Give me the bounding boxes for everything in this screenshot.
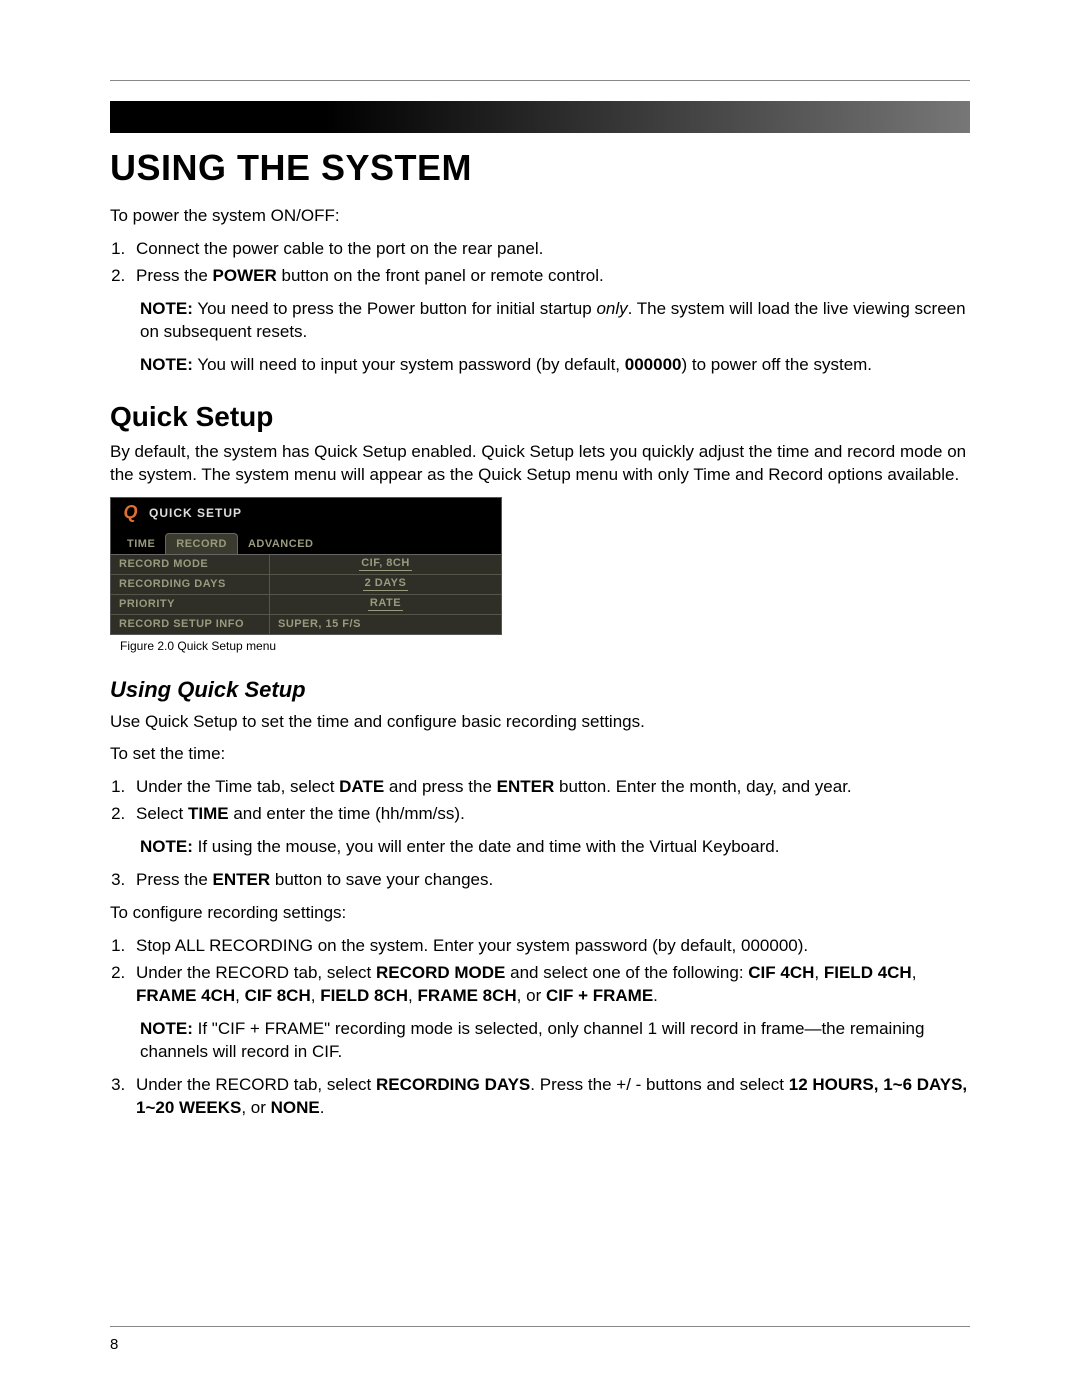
- time-steps-list: Under the Time tab, select DATE and pres…: [130, 776, 970, 826]
- top-divider: [110, 80, 970, 81]
- note-block: NOTE: You need to press the Power button…: [140, 298, 970, 344]
- tab-record[interactable]: RECORD: [165, 533, 238, 554]
- document-page: USING THE SYSTEM To power the system ON/…: [0, 0, 1080, 1397]
- config-steps-list-cont: Under the RECORD tab, select RECORDING D…: [130, 1074, 970, 1120]
- row-value: SUPER, 15 F/S: [276, 618, 363, 630]
- bottom-divider: [110, 1326, 970, 1327]
- row-value[interactable]: CIF, 8CH: [359, 557, 412, 570]
- list-item: Under the RECORD tab, select RECORD MODE…: [130, 962, 970, 1008]
- title-bar: [110, 101, 970, 133]
- quick-setup-heading: Quick Setup: [110, 401, 970, 433]
- row-value[interactable]: 2 DAYS: [363, 577, 409, 590]
- figure-caption: Figure 2.0 Quick Setup menu: [120, 639, 970, 653]
- row-record-setup-info: RECORD SETUP INFO SUPER, 15 F/S: [111, 615, 501, 634]
- list-item: Press the POWER button on the front pane…: [130, 265, 970, 288]
- quick-setup-body: RECORD MODE CIF, 8CH RECORDING DAYS 2 DA…: [111, 555, 501, 634]
- note-label: NOTE:: [140, 1019, 193, 1038]
- row-label: PRIORITY: [111, 598, 269, 610]
- row-recording-days: RECORDING DAYS 2 DAYS: [111, 575, 501, 595]
- to-configure: To configure recording settings:: [110, 902, 970, 925]
- quick-setup-menu: Q QUICK SETUP TIME RECORD ADVANCED RECOR…: [110, 497, 502, 635]
- page-number: 8: [110, 1336, 118, 1353]
- list-item: Select TIME and enter the time (hh/mm/ss…: [130, 803, 970, 826]
- row-label: RECORD SETUP INFO: [111, 618, 269, 630]
- note-block: NOTE: You will need to input your system…: [140, 354, 970, 377]
- note-block: NOTE: If "CIF + FRAME" recording mode is…: [140, 1018, 970, 1064]
- note-text: If using the mouse, you will enter the d…: [198, 837, 780, 856]
- power-steps-list: Connect the power cable to the port on t…: [130, 238, 970, 288]
- list-item: Connect the power cable to the port on t…: [130, 238, 970, 261]
- quick-setup-tabs: TIME RECORD ADVANCED: [111, 528, 501, 555]
- row-label: RECORDING DAYS: [111, 578, 269, 590]
- list-item: Press the ENTER button to save your chan…: [130, 869, 970, 892]
- note-block: NOTE: If using the mouse, you will enter…: [140, 836, 970, 859]
- list-item: Under the RECORD tab, select RECORDING D…: [130, 1074, 970, 1120]
- quick-setup-paragraph: By default, the system has Quick Setup e…: [110, 441, 970, 487]
- note-text: You need to press the Power button for i…: [140, 299, 966, 341]
- row-label: RECORD MODE: [111, 558, 269, 570]
- row-value[interactable]: RATE: [368, 597, 403, 610]
- list-item: Stop ALL RECORDING on the system. Enter …: [130, 935, 970, 958]
- quick-setup-title: QUICK SETUP: [149, 506, 242, 520]
- config-steps-list: Stop ALL RECORDING on the system. Enter …: [130, 935, 970, 1008]
- quick-setup-header: Q QUICK SETUP: [111, 498, 501, 528]
- row-priority: PRIORITY RATE: [111, 595, 501, 615]
- note-label: NOTE:: [140, 837, 193, 856]
- note-label: NOTE:: [140, 355, 193, 374]
- intro-text: To power the system ON/OFF:: [110, 205, 970, 228]
- time-steps-list-cont: Press the ENTER button to save your chan…: [130, 869, 970, 892]
- using-qs-intro: Use Quick Setup to set the time and conf…: [110, 711, 970, 734]
- using-quick-setup-heading: Using Quick Setup: [110, 677, 970, 703]
- note-label: NOTE:: [140, 299, 193, 318]
- list-item: Under the Time tab, select DATE and pres…: [130, 776, 970, 799]
- row-record-mode: RECORD MODE CIF, 8CH: [111, 555, 501, 575]
- page-title: USING THE SYSTEM: [110, 147, 970, 189]
- note-text: You will need to input your system passw…: [197, 355, 872, 374]
- tab-time[interactable]: TIME: [117, 534, 165, 554]
- note-text: If "CIF + FRAME" recording mode is selec…: [140, 1019, 924, 1061]
- to-set-time: To set the time:: [110, 743, 970, 766]
- logo-icon: Q: [121, 503, 141, 523]
- tab-advanced[interactable]: ADVANCED: [238, 534, 324, 554]
